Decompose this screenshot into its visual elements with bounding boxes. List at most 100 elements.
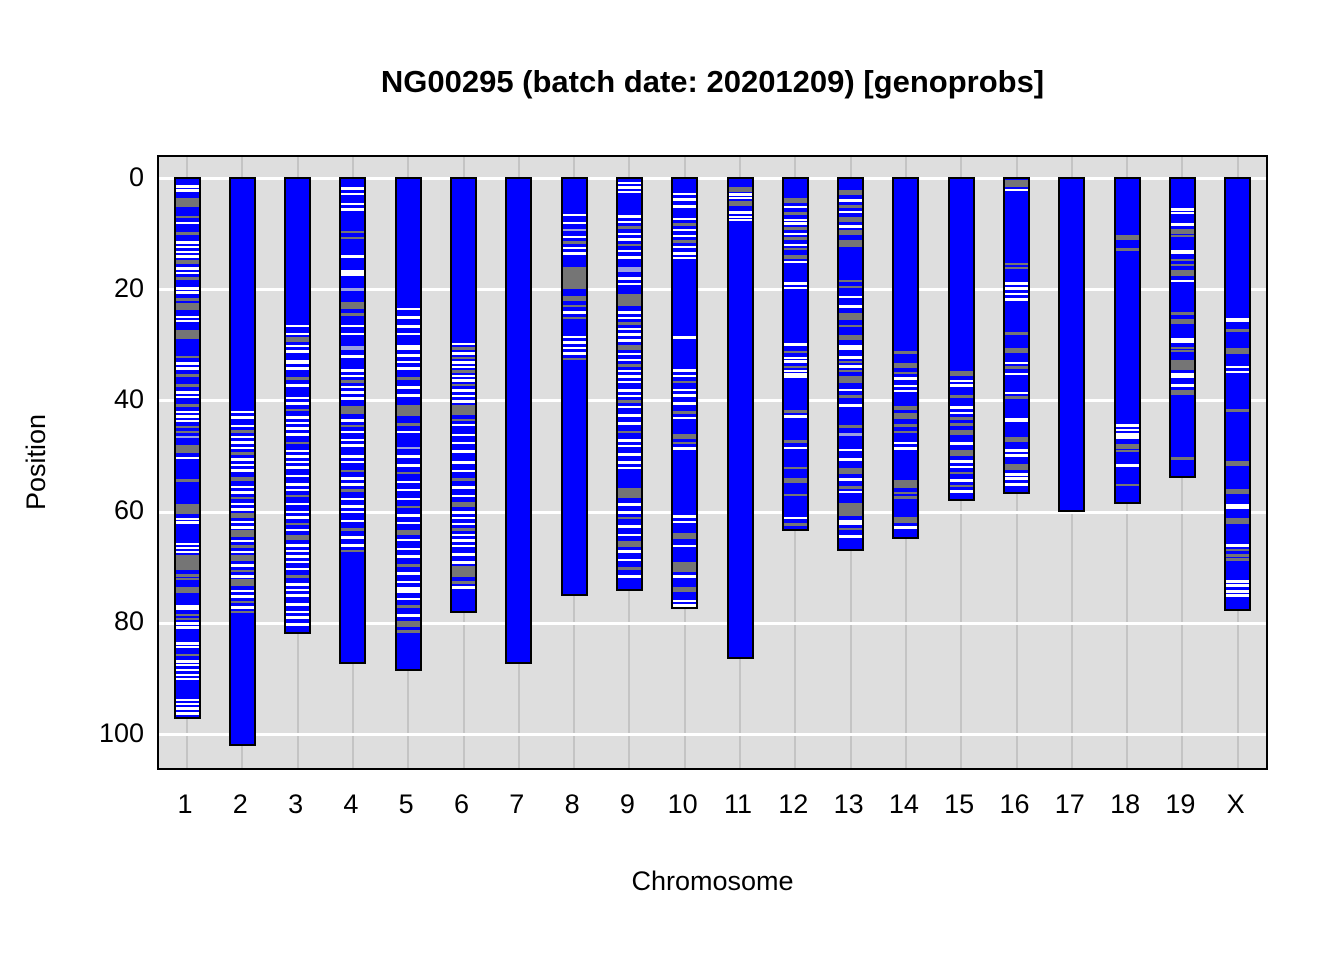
genotype-stripe xyxy=(286,377,310,380)
genotype-stripe xyxy=(452,586,475,589)
genotype-stripe xyxy=(341,313,365,316)
genotype-stripe xyxy=(175,503,199,514)
genotype-stripe xyxy=(1226,317,1250,322)
genotype-stripe xyxy=(1005,449,1028,452)
x-tick-label-chr-11: 11 xyxy=(723,789,753,819)
genotype-stripe xyxy=(230,606,254,609)
genotype-stripe xyxy=(341,202,365,206)
genotype-stripe xyxy=(562,228,586,232)
genotype-stripe xyxy=(894,389,918,393)
genotype-stripe xyxy=(341,332,365,336)
genotype-stripe xyxy=(839,285,863,289)
genotype-stripe xyxy=(839,519,863,525)
genotype-stripe xyxy=(396,497,420,500)
y-tick-label: 20 xyxy=(113,272,144,303)
genotype-stripe xyxy=(1170,338,1194,344)
genotype-stripe xyxy=(728,215,752,219)
genotype-stripe xyxy=(783,282,807,285)
genotype-stripe xyxy=(230,416,254,419)
genotype-stripe xyxy=(230,520,254,524)
genotype-stripe xyxy=(839,433,863,437)
genotype-stripe xyxy=(230,550,254,554)
genotype-stripe xyxy=(175,542,199,546)
genotype-stripe xyxy=(341,301,365,309)
genotype-stripe xyxy=(396,446,420,450)
x-tick-label-chr-14: 14 xyxy=(888,789,919,819)
genotype-stripe xyxy=(396,555,420,558)
genotype-stripe xyxy=(617,389,641,392)
genotype-stripe xyxy=(396,332,420,336)
genotype-stripe xyxy=(839,279,863,283)
genotype-stripe xyxy=(230,600,254,604)
genotype-stripe xyxy=(562,311,586,314)
chromosome-bar-8 xyxy=(560,176,588,596)
genotype-stripe xyxy=(230,569,254,573)
genotype-stripe xyxy=(341,424,365,428)
chromosome-bar-7 xyxy=(505,176,533,665)
genotype-stripe xyxy=(230,539,254,543)
genotype-stripe xyxy=(673,604,697,607)
genotype-stripe xyxy=(341,345,365,351)
genotype-stripe xyxy=(617,339,641,342)
genotype-stripe xyxy=(728,193,752,196)
genotype-stripe xyxy=(1170,270,1194,276)
chromosome-bar-12 xyxy=(781,176,809,531)
y-tick-label: 40 xyxy=(113,383,144,414)
genotype-stripe xyxy=(1170,249,1194,255)
chromosome-bar-3 xyxy=(284,176,312,635)
genotype-stripe xyxy=(673,411,697,414)
horizontal-gridline xyxy=(159,399,1266,403)
genotype-stripe xyxy=(949,442,973,445)
genotype-stripe xyxy=(396,423,420,426)
x-tick-label-chr-5: 5 xyxy=(398,789,414,819)
genotype-stripe xyxy=(1170,223,1194,226)
genotype-stripe xyxy=(1226,594,1250,597)
genotype-stripe xyxy=(175,410,199,414)
genotype-stripe xyxy=(286,575,310,578)
genotype-stripe xyxy=(617,533,641,537)
genotype-stripe xyxy=(894,526,918,529)
genotype-stripe xyxy=(1170,319,1194,322)
genotype-stripe xyxy=(1170,349,1194,353)
genotype-stripe xyxy=(341,438,365,442)
genotype-stripe xyxy=(1005,396,1028,399)
genotype-stripe xyxy=(396,377,420,380)
genotype-stripe xyxy=(617,311,641,314)
chromosome-bar-13 xyxy=(837,176,865,551)
genotype-stripe xyxy=(396,367,420,370)
x-tick-label-chr-10: 10 xyxy=(667,789,698,819)
genotype-stripe xyxy=(1115,424,1139,427)
genotype-stripe xyxy=(839,369,863,373)
genotype-stripe xyxy=(617,327,641,331)
genotype-stripe xyxy=(396,354,420,357)
genotype-stripe xyxy=(839,535,863,538)
genotype-stripe xyxy=(286,433,310,436)
genotype-stripe xyxy=(286,344,310,348)
genotype-stripe xyxy=(1226,348,1250,351)
genotype-stripe xyxy=(617,358,641,361)
genotype-stripe xyxy=(341,208,365,211)
genotype-stripe xyxy=(452,342,475,346)
genotype-stripe xyxy=(396,597,420,601)
genotype-stripe xyxy=(839,467,863,475)
genotype-stripe xyxy=(286,583,310,586)
genotype-stripe xyxy=(839,490,863,494)
genotype-stripe xyxy=(341,497,365,500)
genotype-stripe xyxy=(396,325,420,328)
genotype-stripe xyxy=(175,653,199,657)
genotype-stripe xyxy=(1170,384,1194,387)
genotype-stripe xyxy=(839,486,863,489)
genotype-stripe xyxy=(452,356,475,360)
genotype-stripe xyxy=(396,345,420,351)
genotype-stripe xyxy=(175,271,199,275)
genotype-stripe xyxy=(341,355,365,358)
genotype-stripe xyxy=(230,491,254,494)
genotype-stripe xyxy=(673,544,697,548)
genotype-stripe xyxy=(286,555,310,558)
genotype-stripe xyxy=(286,384,310,387)
genotype-stripe xyxy=(562,252,586,255)
genotype-stripe xyxy=(617,181,641,185)
genotype-stripe xyxy=(396,587,420,593)
genotype-stripe xyxy=(783,232,807,236)
genotype-stripe xyxy=(617,277,641,280)
